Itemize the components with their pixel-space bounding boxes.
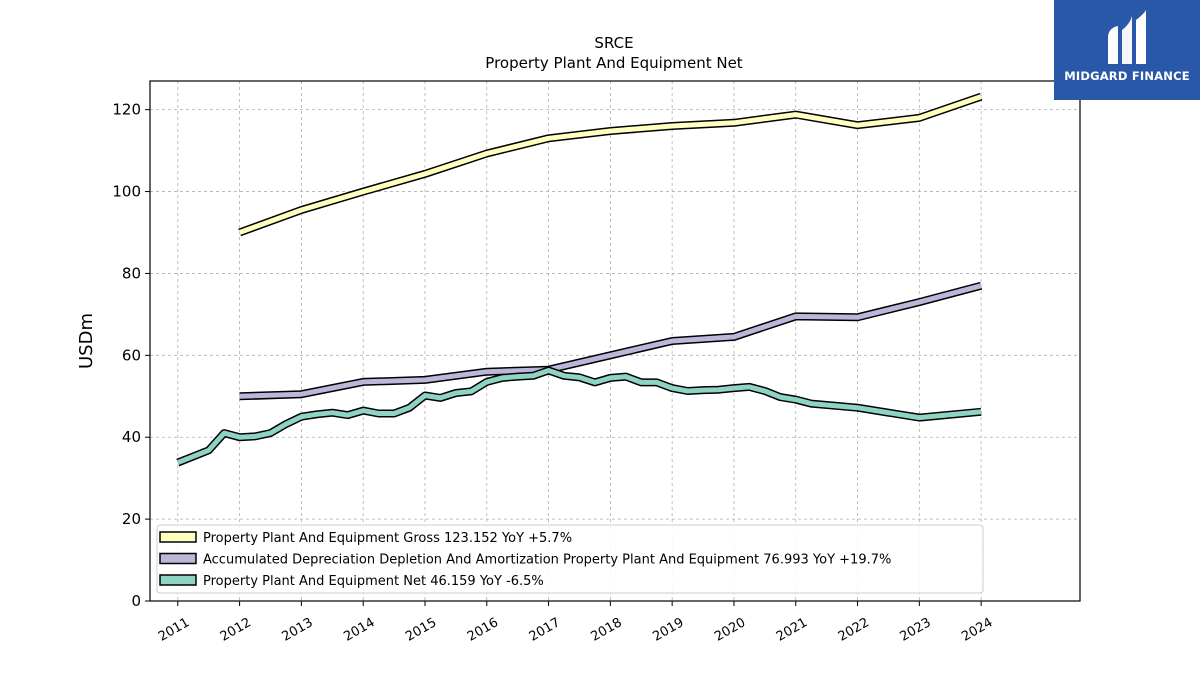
- x-tick-label: 2012: [218, 615, 254, 645]
- x-tick-label: 2017: [527, 615, 563, 645]
- x-tick-label: 2015: [403, 615, 439, 645]
- y-tick-label: 20: [122, 510, 141, 528]
- series-line: [176, 368, 982, 465]
- x-tick-label: 2011: [156, 615, 192, 645]
- x-tick-label: 2021: [774, 615, 810, 645]
- y-tick-label: 120: [112, 101, 141, 119]
- x-ticks: 2011 2012 2013 2014 2015 2016 2017 2018 2019 2020…: [156, 601, 995, 645]
- series-line-outline: [238, 92, 983, 237]
- y-tick-label: 0: [131, 592, 141, 610]
- x-tick-label: 2016: [465, 615, 501, 645]
- plot-frame: [149, 80, 1081, 602]
- series-line: [239, 283, 982, 399]
- x-tick-label: 2023: [898, 615, 934, 645]
- legend-swatch: [159, 531, 197, 543]
- y-axis-label: USDm: [76, 313, 97, 369]
- legend-box: [156, 524, 984, 594]
- series-2: [239, 281, 983, 401]
- series-layer: [176, 92, 983, 467]
- x-tick-label: 2018: [589, 615, 625, 645]
- legend-swatch: [159, 552, 197, 565]
- logo-text: MIDGARD FINANCE: [1064, 69, 1190, 83]
- series-3: [176, 366, 982, 467]
- legend-swatch: [159, 574, 197, 586]
- midgard-finance-logo: MIDGARD FINANCE: [1054, 0, 1200, 100]
- x-tick-label: 2024: [959, 615, 995, 645]
- legend-entry: Property Plant And Equipment Gross 123.1…: [203, 531, 572, 546]
- chart-subtitle: Property Plant And Equipment Net: [485, 54, 742, 72]
- legend: Property Plant And Equipment Gross 123.1…: [156, 524, 984, 594]
- series-1: [238, 92, 983, 237]
- y-tick-label: 40: [122, 428, 141, 446]
- legend-entry: Accumulated Depreciation Depletion And A…: [203, 553, 891, 568]
- y-tick-label: 60: [122, 346, 141, 364]
- x-tick-label: 2019: [650, 615, 686, 645]
- grid-lines: [150, 81, 1080, 601]
- y-tick-label: 100: [112, 183, 141, 201]
- y-tick-label: 80: [122, 264, 141, 282]
- x-tick-label: 2022: [836, 615, 872, 645]
- x-tick-label: 2013: [280, 615, 316, 645]
- y-ticks: 0 20 40 60 80 100 120: [112, 101, 150, 610]
- chart-title: SRCE: [594, 34, 633, 52]
- x-tick-label: 2014: [341, 615, 377, 645]
- series-line: [238, 94, 982, 235]
- x-tick-label: 2020: [712, 615, 748, 645]
- legend-entry: Property Plant And Equipment Net 46.159 …: [203, 574, 544, 589]
- midgard-logo-icon: [1108, 10, 1146, 64]
